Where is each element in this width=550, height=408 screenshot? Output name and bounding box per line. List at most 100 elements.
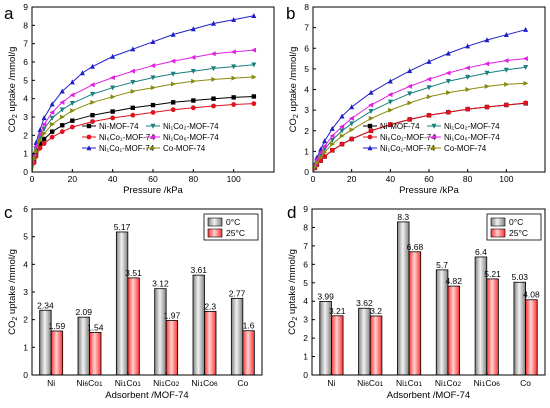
data-point (465, 74, 471, 80)
y-tick-label: 3 (23, 287, 28, 297)
data-point (170, 71, 176, 77)
data-point (368, 102, 374, 108)
x-tick-label: Ni (47, 378, 55, 388)
bar-value-label: 2.09 (75, 307, 92, 317)
data-point (109, 75, 115, 81)
data-point (190, 105, 196, 111)
x-tick-label: 20 (347, 174, 357, 184)
series-ni1co6-mof-74 (31, 47, 257, 173)
data-point (211, 103, 216, 109)
series-ni6co1-mof-74 (31, 101, 257, 173)
legend-item: 0°C (490, 217, 523, 227)
data-point (211, 96, 216, 101)
legend-label: Ni-MOF-74 (99, 122, 139, 131)
y-axis-label: CO2 uptake /mmol/g (7, 249, 19, 335)
x-tick-label: 100 (499, 174, 513, 184)
legend-marker (367, 134, 373, 140)
y-tick-label: 4 (304, 85, 309, 95)
series-ni6co1-mof-74 (312, 100, 529, 173)
legend-label: Ni₆Co₁-MOF-74 (99, 133, 155, 142)
data-point (70, 118, 75, 123)
data-point (90, 91, 95, 97)
bar-value-label: 6.4 (475, 247, 487, 257)
y-tick-label: 9 (303, 204, 308, 214)
legend-label: Ni₁Co₂-MOF-74 (163, 122, 219, 131)
data-point (69, 101, 75, 107)
bar-value-label: 2.34 (37, 300, 54, 310)
x-tick-label: 60 (148, 174, 158, 184)
data-point (49, 129, 55, 134)
data-point (170, 58, 176, 64)
data-point (318, 155, 324, 161)
legend-item: Ni-MOF-74 (82, 122, 139, 131)
y-tick-label: 6 (304, 43, 309, 53)
y-tick-label: 1 (303, 352, 308, 362)
data-point (523, 100, 529, 106)
data-point (59, 107, 65, 113)
data-point (407, 91, 413, 97)
data-point (170, 31, 176, 37)
data-point (445, 50, 451, 56)
x-axis-label: Adsorbent /MOF-74 (387, 390, 470, 401)
data-point (446, 90, 452, 96)
data-point (484, 70, 490, 76)
legend-marker (86, 123, 92, 129)
data-point (484, 104, 490, 110)
bar-25c-ni (50, 330, 64, 376)
series-co-mof-74 (312, 80, 529, 173)
data-point (60, 123, 65, 128)
data-point (49, 115, 55, 121)
legend-item: Ni₆Co₁-MOF-74 (82, 133, 155, 142)
data-point (426, 58, 432, 64)
data-point (211, 20, 216, 26)
data-point (348, 115, 354, 121)
data-point (37, 138, 43, 144)
bar-value-label: 3.2 (370, 306, 382, 316)
y-tick-label: 0 (23, 370, 28, 380)
data-point (110, 115, 116, 121)
x-tick-label: Co (237, 378, 248, 388)
bar-25c-ni1co1 (127, 277, 140, 376)
data-point (503, 67, 509, 73)
data-point (387, 78, 393, 84)
data-point (503, 58, 509, 64)
data-point (130, 79, 136, 85)
panel-letter: a (4, 4, 14, 23)
bar-25c-ni1co6 (486, 278, 499, 376)
legend-label: Co-MOF-74 (444, 144, 487, 153)
data-point (368, 115, 374, 121)
data-point (484, 83, 490, 89)
data-point (251, 74, 257, 80)
legend-item: Ni₁Co₁-MOF-74 (363, 144, 436, 153)
data-point (90, 119, 95, 124)
bar-value-label: 3.51 (125, 268, 142, 278)
data-point (426, 94, 432, 100)
data-point (465, 106, 471, 112)
series-line (312, 58, 526, 173)
legend-swatch (490, 217, 506, 227)
legend-item: Ni₁Co₁-MOF-74 (82, 144, 155, 153)
data-point (339, 124, 345, 130)
legend-marker (86, 134, 92, 140)
series-line (31, 64, 254, 173)
data-point (231, 17, 237, 23)
panel-letter: b (286, 4, 295, 23)
bar-value-label: 1.97 (164, 310, 181, 320)
data-point (33, 143, 39, 149)
series-line (31, 49, 254, 173)
data-point (170, 100, 176, 105)
bar-value-label: 5.17 (114, 222, 131, 232)
y-tick-label: 2 (304, 126, 309, 136)
data-point (321, 143, 327, 149)
y-tick-label: 8 (303, 222, 308, 232)
bar-value-label: 3.21 (329, 306, 346, 316)
series-ni1co2-mof-74 (312, 65, 529, 173)
data-point (484, 37, 490, 43)
data-point (69, 79, 75, 85)
bar-value-label: 1.59 (49, 321, 66, 331)
data-point (70, 108, 76, 114)
y-tick-label: 4 (23, 94, 28, 104)
legend-label: 0°C (226, 217, 240, 227)
data-point (368, 89, 374, 95)
legend-label: 25°C (509, 228, 528, 238)
